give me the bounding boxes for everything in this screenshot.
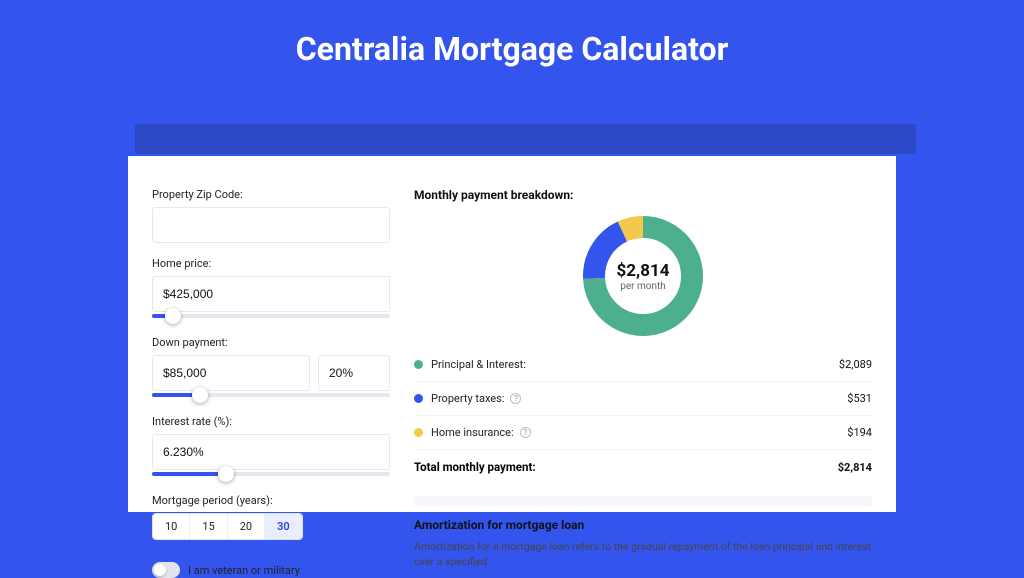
slider-thumb[interactable] <box>192 387 208 403</box>
home-price-slider[interactable] <box>152 310 390 322</box>
legend-row: Principal & Interest:$2,089 <box>414 348 872 382</box>
zip-label: Property Zip Code: <box>152 188 390 201</box>
breakdown-column: Monthly payment breakdown: $2,814 per mo… <box>414 174 872 512</box>
legend-swatch <box>414 428 423 437</box>
total-label: Total monthly payment: <box>414 460 838 474</box>
period-button-20[interactable]: 20 <box>228 514 265 539</box>
interest-rate-input[interactable] <box>152 434 390 470</box>
legend-row: Property taxes:?$531 <box>414 382 872 416</box>
legend-label: Property taxes:? <box>431 392 847 405</box>
slider-fill <box>152 472 226 476</box>
total-row: Total monthly payment: $2,814 <box>414 450 872 486</box>
legend-label: Principal & Interest: <box>431 358 839 371</box>
info-icon[interactable]: ? <box>510 393 521 404</box>
legend-value: $2,089 <box>839 358 872 371</box>
veteran-label: I am veteran or military <box>188 564 300 577</box>
interest-rate-label: Interest rate (%): <box>152 415 390 428</box>
mortgage-period-selector: 10152030 <box>152 513 303 540</box>
veteran-toggle[interactable] <box>152 562 180 578</box>
home-price-input[interactable] <box>152 276 390 312</box>
interest-rate-slider[interactable] <box>152 468 390 480</box>
legend-value: $531 <box>847 392 872 405</box>
mortgage-period-label: Mortgage period (years): <box>152 494 390 507</box>
amortization-section: Amortization for mortgage loan Amortizat… <box>414 496 872 569</box>
period-button-15[interactable]: 15 <box>190 514 227 539</box>
slider-thumb[interactable] <box>218 466 234 482</box>
donut-amount: $2,814 <box>617 261 670 281</box>
breakdown-title: Monthly payment breakdown: <box>414 188 872 202</box>
amortization-title: Amortization for mortgage loan <box>414 518 872 532</box>
total-value: $2,814 <box>838 461 872 474</box>
calculator-panel: Property Zip Code: Home price: Down paym… <box>128 156 896 512</box>
down-payment-input[interactable] <box>152 355 310 391</box>
legend-value: $194 <box>847 426 872 439</box>
down-payment-percent-input[interactable] <box>318 355 390 391</box>
donut-chart-container: $2,814 per month <box>414 210 872 348</box>
down-payment-slider[interactable] <box>152 389 390 401</box>
legend-label: Home insurance:? <box>431 426 847 439</box>
donut-sublabel: per month <box>620 281 666 292</box>
legend-swatch <box>414 360 423 369</box>
panel-shadow <box>135 124 916 154</box>
home-price-label: Home price: <box>152 257 390 270</box>
period-button-10[interactable]: 10 <box>153 514 190 539</box>
legend-swatch <box>414 394 423 403</box>
down-payment-label: Down payment: <box>152 336 390 349</box>
inputs-column: Property Zip Code: Home price: Down paym… <box>152 174 390 512</box>
amortization-text: Amortization for a mortgage loan refers … <box>414 540 872 569</box>
donut-center: $2,814 per month <box>583 216 703 336</box>
period-button-30[interactable]: 30 <box>265 514 302 539</box>
page-title: Centralia Mortgage Calculator <box>0 0 1024 96</box>
zip-input[interactable] <box>152 207 390 243</box>
slider-track-line <box>152 314 390 318</box>
legend-row: Home insurance:?$194 <box>414 416 872 450</box>
info-icon[interactable]: ? <box>520 427 531 438</box>
slider-thumb[interactable] <box>165 308 181 324</box>
